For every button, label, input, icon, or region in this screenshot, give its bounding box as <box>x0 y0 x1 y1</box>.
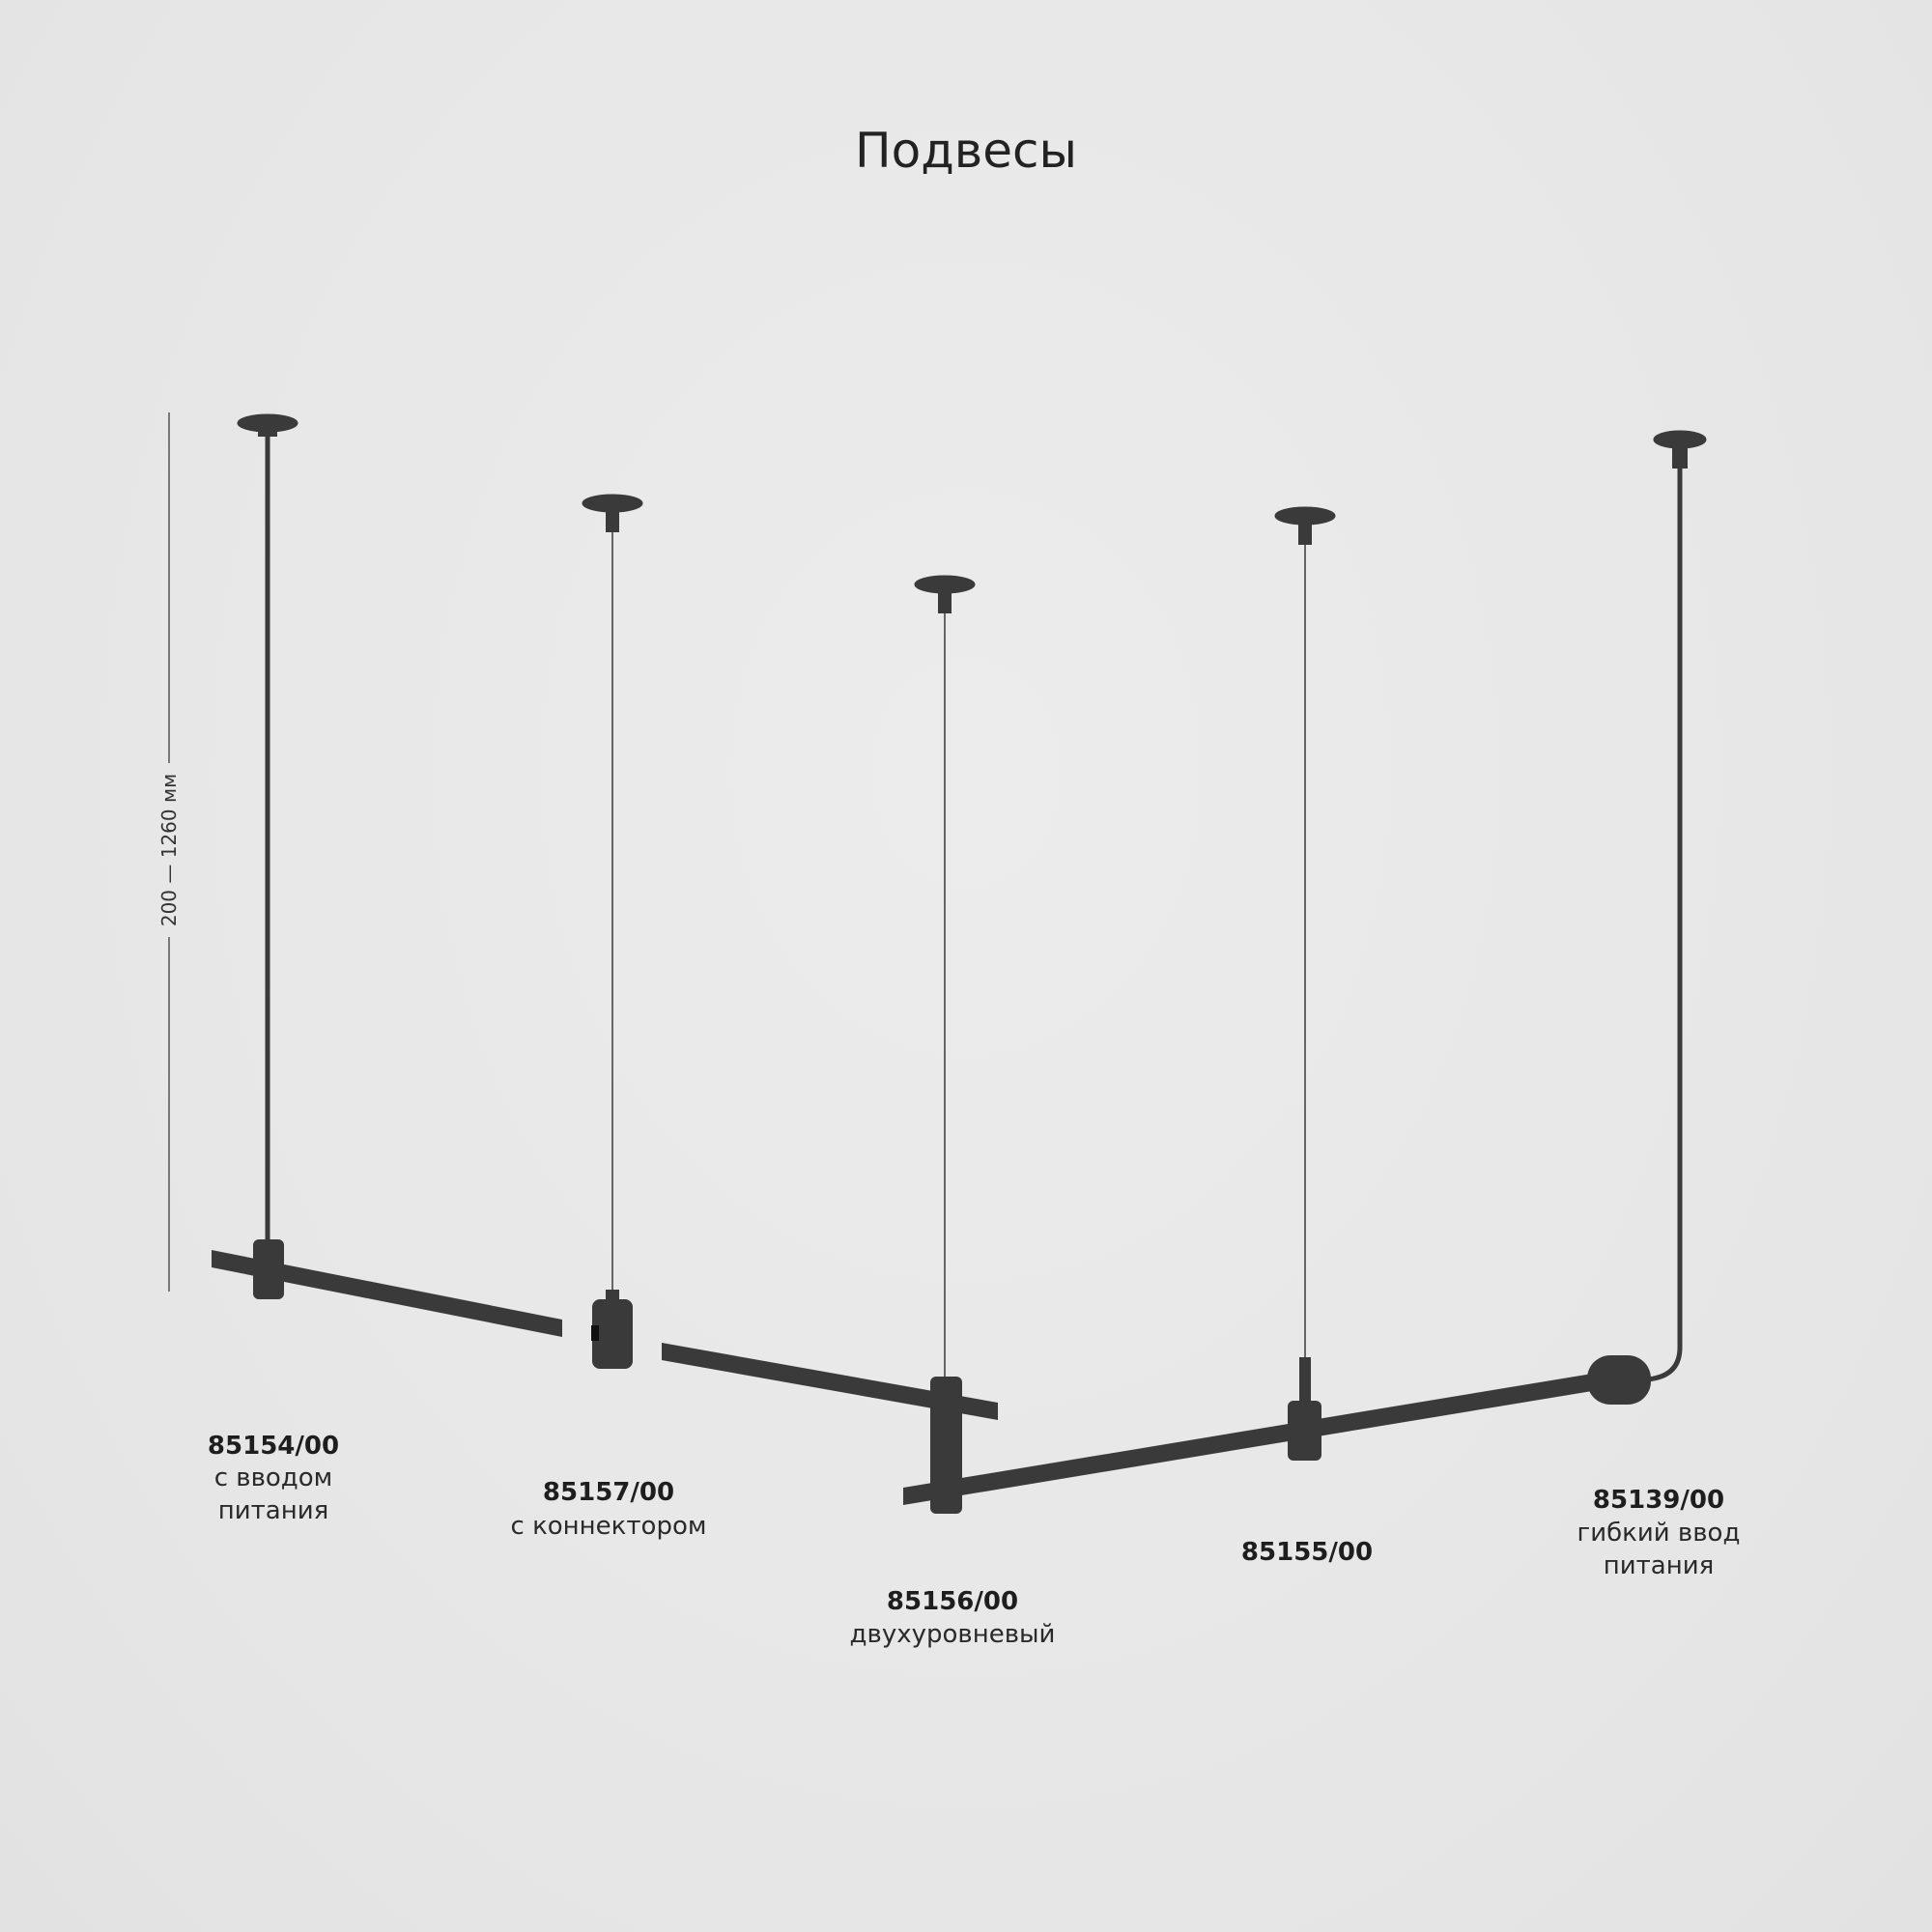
dimension-label: 200 — 1260 мм <box>157 774 181 926</box>
product-desc: с коннектором <box>511 1512 707 1541</box>
product-desc: гибкий ввод <box>1577 1519 1741 1548</box>
track-3 <box>903 1372 1604 1505</box>
track-1 <box>212 1250 562 1337</box>
tracks <box>212 1250 1604 1505</box>
pendant-85154 <box>237 413 298 1299</box>
page-title: Подвесы <box>855 123 1077 179</box>
product-desc: с вводом <box>214 1463 333 1492</box>
label-85155: 85155/00 <box>1241 1538 1373 1567</box>
pendant-85139 <box>1587 430 1707 1405</box>
product-desc: питания <box>1604 1551 1715 1580</box>
pendant-85156 <box>914 575 976 1514</box>
pendant-85157 <box>582 494 643 1369</box>
product-code: 85139/00 <box>1593 1486 1724 1515</box>
product-desc: двухуровневый <box>850 1620 1056 1649</box>
product-code: 85156/00 <box>887 1587 1018 1616</box>
product-code: 85154/00 <box>208 1432 339 1461</box>
height-dimension: 200 — 1260 мм <box>157 412 181 1292</box>
pendant-85155 <box>1274 506 1336 1461</box>
label-85154: 85154/00 с вводом питания <box>208 1432 339 1525</box>
label-85156: 85156/00 двухуровневый <box>850 1587 1056 1649</box>
label-85157: 85157/00 с коннектором <box>511 1478 707 1541</box>
product-code: 85155/00 <box>1241 1538 1373 1567</box>
product-desc: питания <box>218 1496 329 1525</box>
product-code: 85157/00 <box>543 1478 674 1507</box>
track-2 <box>662 1343 998 1420</box>
label-85139: 85139/00 гибкий ввод питания <box>1577 1486 1741 1580</box>
